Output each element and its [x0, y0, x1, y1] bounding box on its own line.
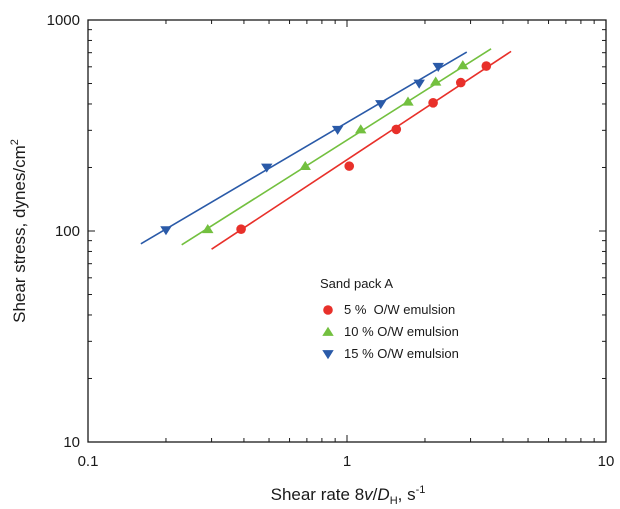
x-tick-label: 1	[343, 453, 351, 470]
data-point	[344, 161, 355, 171]
legend-marker	[322, 326, 334, 336]
data-point	[481, 61, 492, 71]
y-tick-label: 1000	[47, 12, 80, 29]
legend-marker	[322, 350, 334, 360]
data-point	[432, 62, 444, 73]
y-tick-label: 10	[63, 434, 80, 451]
data-point	[261, 163, 273, 173]
data-point	[428, 98, 438, 108]
fit-line-1	[211, 50, 512, 250]
legend-marker	[323, 305, 333, 315]
axis-ticks: 0.1 1 10 10 100 1000	[47, 12, 615, 470]
data-point	[331, 125, 344, 135]
y-tick-label: 100	[55, 223, 80, 240]
fit-lines	[140, 48, 512, 250]
legend-title: Sand pack A	[320, 276, 393, 291]
x-axis-title: Shear rate 8v/DH, s-1	[271, 484, 426, 507]
data-point	[457, 60, 469, 70]
data-markers	[160, 60, 492, 236]
data-point	[402, 96, 414, 106]
legend-label: 5 % O/W emulsion	[344, 302, 455, 317]
legend-label: 15 % O/W emulsion	[344, 346, 459, 361]
data-point	[391, 124, 402, 135]
data-point	[413, 79, 425, 89]
legend: Sand pack A 5 % O/W emulsion 10 % O/W emu…	[320, 276, 459, 361]
data-point	[429, 76, 442, 86]
x-tick-label: 0.1	[78, 453, 99, 470]
data-point	[202, 223, 214, 234]
fit-line-2	[181, 48, 492, 246]
data-point	[160, 226, 172, 236]
data-point	[455, 77, 466, 88]
data-point	[236, 224, 246, 234]
data-point	[299, 160, 311, 171]
y-axis-title: Shear stress, dynes/cm2	[9, 139, 29, 323]
fit-line-3	[140, 51, 468, 245]
legend-label: 10 % O/W emulsion	[344, 324, 459, 339]
data-point	[355, 124, 367, 134]
x-tick-label: 10	[598, 453, 615, 470]
data-point	[375, 100, 387, 110]
